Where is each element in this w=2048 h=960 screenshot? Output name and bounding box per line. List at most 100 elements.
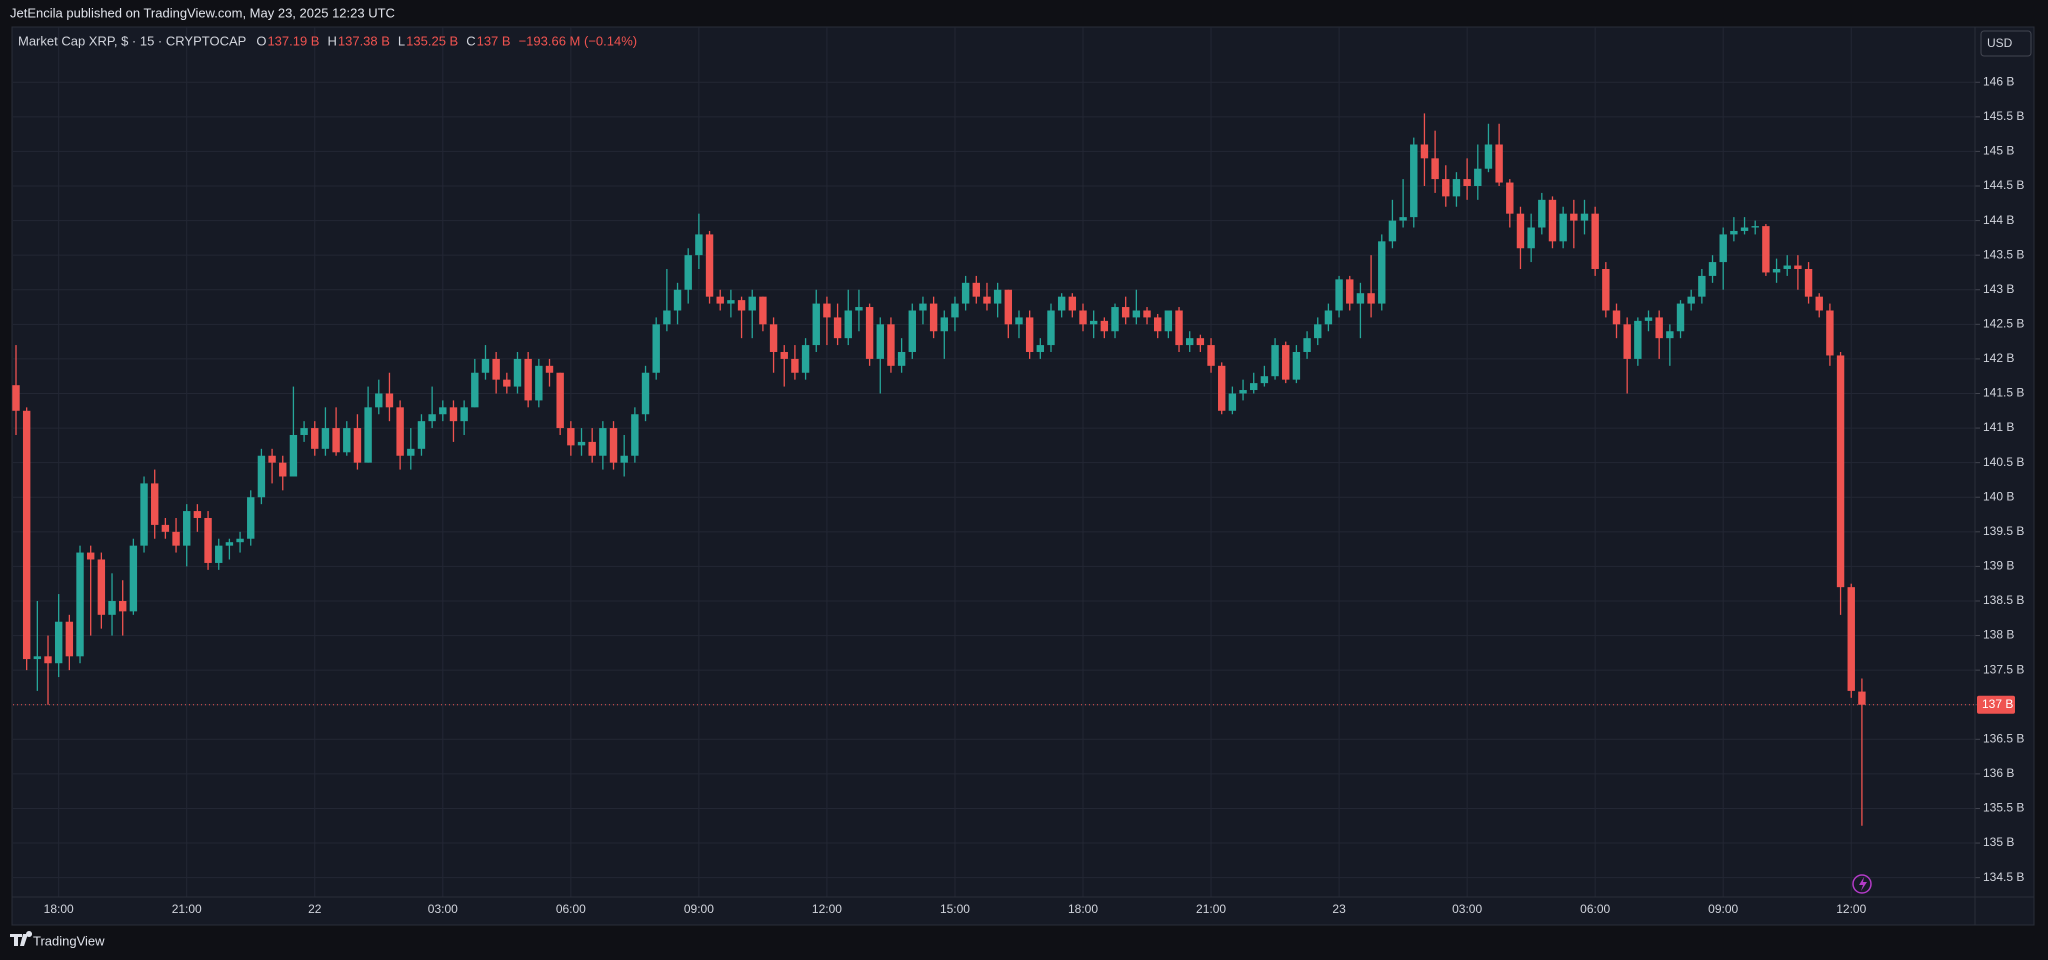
candle-body xyxy=(311,428,319,449)
x-tick-label: 22 xyxy=(308,902,322,916)
candle-body xyxy=(247,497,255,539)
candle-body xyxy=(1292,351,1301,380)
candle-body xyxy=(460,407,468,422)
candle-body xyxy=(1751,226,1759,228)
y-tick-label: 140 B xyxy=(1983,489,2014,503)
candle-body xyxy=(801,345,810,373)
x-tick-label: 03:00 xyxy=(1452,902,1482,916)
candle-body xyxy=(1442,179,1450,197)
candle-body xyxy=(236,538,244,543)
x-tick-label: 18:00 xyxy=(44,902,74,916)
candle-body xyxy=(129,545,138,612)
candle-body xyxy=(705,234,714,297)
candle-body xyxy=(1057,296,1066,311)
currency[interactable]: USD xyxy=(1987,36,2013,50)
currency-box[interactable] xyxy=(1980,30,2032,57)
x-tick-label: 23 xyxy=(1332,902,1346,916)
candle-body xyxy=(76,552,84,657)
x-tick-label: 21:00 xyxy=(172,902,202,916)
y-tick-label: 140.5 B xyxy=(1983,455,2024,469)
candle-body xyxy=(556,372,564,429)
y-tick-label: 145.5 B xyxy=(1983,109,2024,123)
candle-body xyxy=(86,552,95,560)
candle-body xyxy=(1164,310,1173,332)
candle-body xyxy=(183,511,191,546)
candle-body xyxy=(33,656,42,660)
candle-body xyxy=(44,656,52,664)
candle-body xyxy=(1559,213,1567,242)
candle-body xyxy=(652,324,660,373)
candle-body xyxy=(321,428,330,449)
candle-body xyxy=(1634,320,1642,359)
candle-body xyxy=(1826,310,1834,356)
chart-title: Market Cap XRP, $ · 15 · CRYPTOCAP xyxy=(18,33,246,48)
candle-body xyxy=(1463,179,1471,187)
y-tick-label: 144 B xyxy=(1983,213,2014,227)
candle-body xyxy=(1367,293,1375,304)
candle-body xyxy=(1772,268,1781,273)
x-tick-label: 15:00 xyxy=(940,902,970,916)
candle-body xyxy=(193,511,202,518)
candle-body xyxy=(108,600,116,615)
candle-body xyxy=(97,559,106,615)
candle-body xyxy=(1644,317,1653,321)
y-tick-label: 134.5 B xyxy=(1983,870,2024,884)
candle-body xyxy=(1602,268,1610,311)
y-tick-label: 138 B xyxy=(1983,628,2014,642)
candle-body xyxy=(428,414,436,422)
candle-body xyxy=(1431,158,1439,180)
candle-body xyxy=(1175,310,1183,346)
last-price-label: 137 B xyxy=(1982,697,2013,711)
candle-body xyxy=(1207,345,1215,366)
candle-body xyxy=(1591,213,1599,269)
candle-body xyxy=(1452,179,1461,197)
candle-body xyxy=(1271,345,1279,377)
candle-body xyxy=(1676,303,1685,332)
candle-body xyxy=(1740,227,1749,231)
candle-body xyxy=(1516,213,1525,249)
candle-body xyxy=(1314,324,1322,339)
candle-body xyxy=(375,393,383,408)
candle-body xyxy=(54,621,63,664)
y-tick-label: 146 B xyxy=(1983,74,2014,88)
candle-body xyxy=(897,351,906,366)
candle-body xyxy=(1036,345,1045,352)
candle-body xyxy=(844,310,852,339)
candle-body xyxy=(759,296,767,325)
legend: Market Cap XRP, $ · 15 · CRYPTOCAP O 137.1… xyxy=(18,33,637,48)
y-tick-label: 135.5 B xyxy=(1983,801,2024,815)
lightning-glyph xyxy=(1859,877,1867,891)
candle-body xyxy=(1399,217,1407,221)
candle-body xyxy=(1708,262,1717,276)
y-tick-label: 139.5 B xyxy=(1983,524,2024,538)
candle-body xyxy=(1858,691,1866,705)
x-tick-label: 18:00 xyxy=(1068,902,1098,916)
candle-body xyxy=(161,524,170,532)
candle-body xyxy=(503,379,511,387)
candle-body xyxy=(1100,320,1109,332)
candle-body xyxy=(524,358,532,401)
candle-body xyxy=(300,428,308,435)
y-tick-label: 145 B xyxy=(1983,144,2014,158)
candle-body xyxy=(855,307,863,311)
chart-panel xyxy=(11,26,2035,926)
candle-body xyxy=(151,483,159,525)
candle-body xyxy=(833,317,842,339)
candle-body xyxy=(983,296,991,304)
candle-body xyxy=(1143,310,1151,318)
candle-body xyxy=(1218,365,1226,411)
candles: 137 B xyxy=(12,113,2015,826)
candle-body xyxy=(577,441,586,446)
candle-body xyxy=(1015,317,1023,325)
legend-key: H xyxy=(327,33,336,48)
candle-body xyxy=(780,351,788,359)
candle-body xyxy=(1836,355,1845,588)
candle-body xyxy=(769,324,778,352)
candle-body xyxy=(140,483,148,546)
candle-body xyxy=(1239,390,1247,394)
candle-body xyxy=(737,300,746,311)
y-tick-label: 141 B xyxy=(1983,420,2014,434)
candle-body xyxy=(471,372,479,408)
lightning-icon[interactable] xyxy=(1852,874,1872,894)
candle-body xyxy=(567,428,575,446)
